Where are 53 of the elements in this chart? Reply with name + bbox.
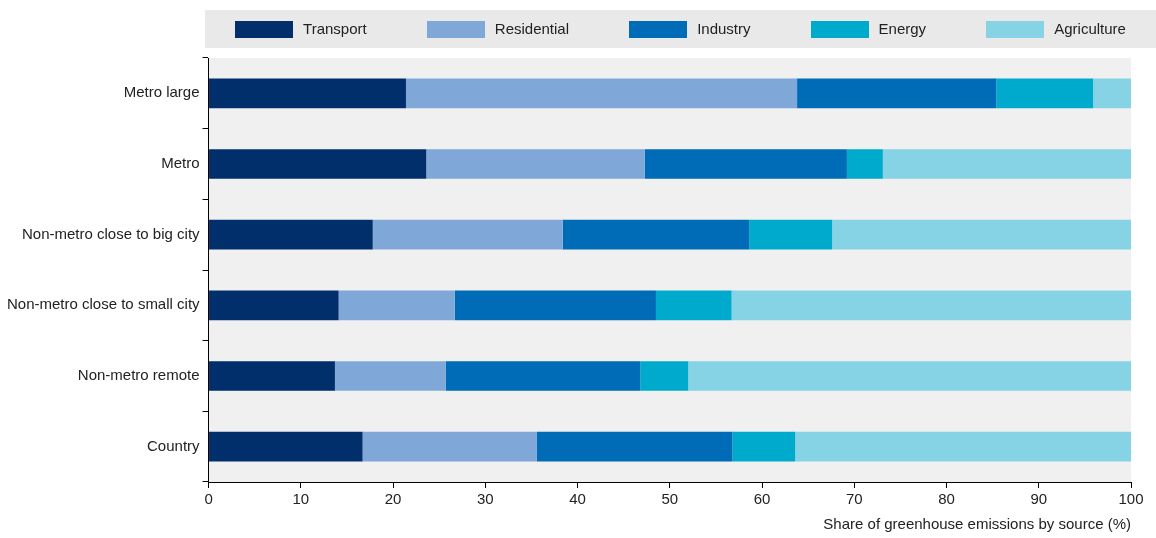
bar [562,219,750,250]
bar [795,431,1131,462]
bar [445,361,641,391]
bar [996,78,1094,109]
bar [454,290,656,321]
x-tick-label: 90 [1030,490,1048,508]
bar [732,431,796,462]
y-tick-label: Country [147,436,201,454]
bar [334,361,446,391]
x-tick-label: 20 [384,490,402,508]
x-tick-label: 100 [1118,490,1144,508]
x-tick-label: 60 [753,490,771,508]
x-tick-label: 50 [661,490,679,508]
bar [731,290,1131,321]
bar [405,78,798,109]
bar [688,361,1131,391]
bar [536,431,733,462]
legend-label: Industry [697,19,751,37]
bar [644,149,847,179]
bar [209,149,427,179]
bar [209,361,335,391]
x-tick-label: 40 [569,490,586,508]
legend-label: Energy [878,19,927,37]
x-tick-label: 70 [845,490,863,508]
bar [209,431,363,462]
y-tick-label: Metro [161,154,200,172]
bar [209,78,406,109]
bar [362,431,537,462]
x-tick-label: 10 [292,490,310,508]
bar [640,361,689,391]
legend-label: Residential [494,19,570,37]
y-tick-label: Non-metro close to big city [21,224,201,242]
bar [209,290,339,321]
bar [209,219,373,250]
bar [882,149,1131,179]
bar [338,290,455,321]
x-tick-label: 80 [938,490,955,508]
y-tick-label: Non-metro remote [77,366,200,384]
x-tick-label: 0 [204,490,213,508]
bar [1093,78,1131,109]
bar [749,219,833,250]
bar [372,219,563,250]
y-tick-label: Non-metro close to small city [6,295,201,313]
x-tick-label: 30 [476,490,494,508]
bar [655,290,732,321]
bar [426,149,645,179]
legend-label: Transport [303,19,367,37]
legend-label: Agriculture [1054,19,1126,37]
y-tick-label: Metro large [123,83,200,101]
bar [832,219,1131,250]
bar [846,149,883,179]
bar [797,78,997,109]
x-axis-title: Share of greenhouse emissions by source (%) [823,515,1131,533]
